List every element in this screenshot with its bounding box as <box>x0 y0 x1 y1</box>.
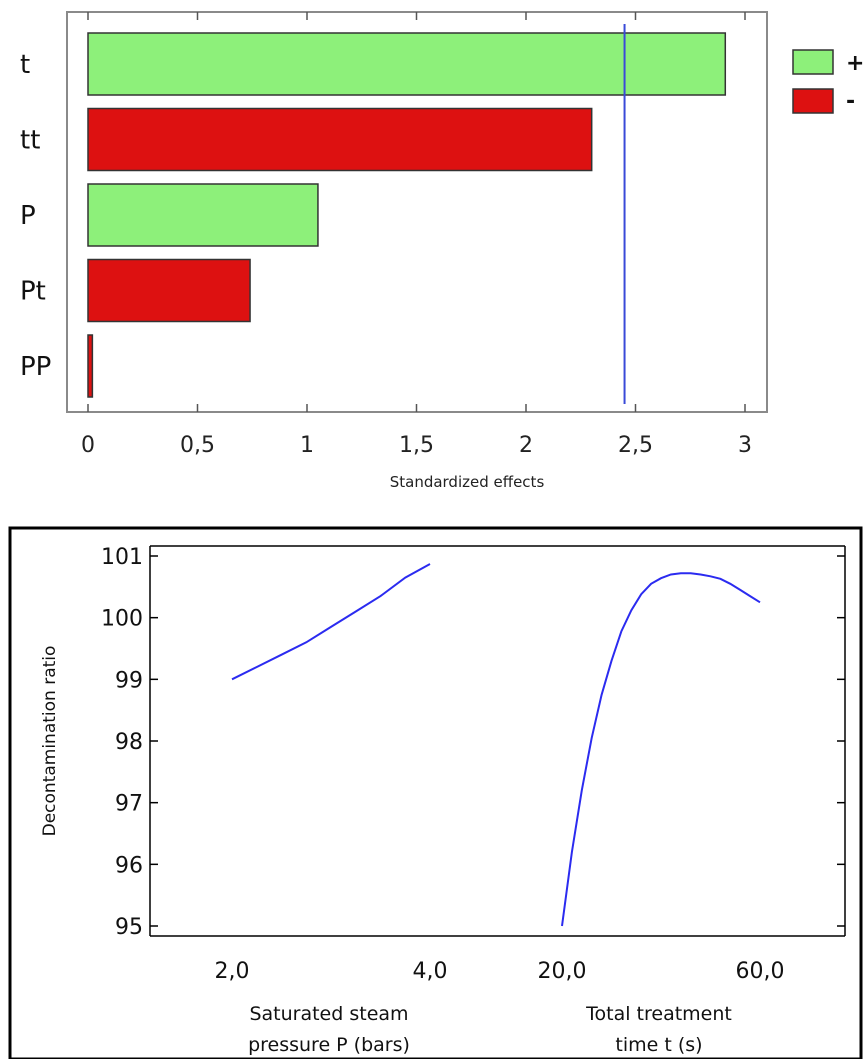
y-tick-label: 96 <box>115 853 143 878</box>
x-tick-label: 2 <box>519 433 533 458</box>
x-axis-label-pressure: pressure P (bars) <box>248 1034 410 1056</box>
category-label-Pt: Pt <box>20 277 46 307</box>
x-tick-label: 60,0 <box>736 959 785 984</box>
legend-label-positive: + <box>846 51 863 76</box>
effect-line-pressure <box>231 563 431 681</box>
bar-tt <box>87 107 593 172</box>
y-tick-label: 101 <box>101 545 143 570</box>
x-axis-label: Standardized effects <box>390 473 545 491</box>
y-tick-label: 99 <box>115 668 143 693</box>
x-axis-label-time: time t (s) <box>615 1034 702 1056</box>
y-axis-label: Decontamination ratio <box>40 646 60 837</box>
category-label-t: t <box>20 50 30 80</box>
bar-t <box>87 32 727 96</box>
effect-line-time <box>561 572 761 927</box>
y-tick-label: 95 <box>115 915 143 940</box>
x-tick-label: 2,0 <box>215 959 250 984</box>
x-tick-label: 4,0 <box>413 959 448 984</box>
legend: + - <box>792 49 863 114</box>
legend-swatch-positive <box>792 49 834 75</box>
bar-P <box>87 183 319 247</box>
x-tick-label: 1,5 <box>399 433 434 458</box>
category-label-P: P <box>20 201 36 231</box>
x-tick-label: 20,0 <box>538 959 587 984</box>
x-tick-label: 0 <box>81 433 95 458</box>
bar-PP <box>87 334 94 398</box>
y-tick-label: 100 <box>101 607 143 632</box>
legend-swatch-negative <box>792 88 834 114</box>
legend-label-negative: - <box>846 89 855 114</box>
x-tick-label: 3 <box>738 433 752 458</box>
x-tick-label: 2,5 <box>618 433 653 458</box>
y-tick-label: 97 <box>115 792 143 817</box>
category-label-tt: tt <box>20 126 40 156</box>
x-axis-label-pressure: Saturated steam <box>249 1003 408 1025</box>
x-axis-label-time: Total treatment <box>585 1003 732 1025</box>
y-tick-label: 98 <box>115 730 143 755</box>
category-label-PP: PP <box>20 352 51 382</box>
x-tick-label: 0,5 <box>180 433 215 458</box>
bottom-figure-border <box>8 526 863 1059</box>
x-tick-label: 1 <box>300 433 314 458</box>
bar-Pt <box>87 258 251 323</box>
